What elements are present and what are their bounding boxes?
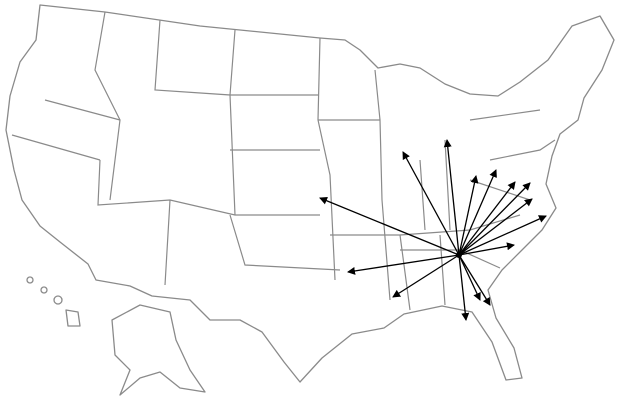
arrow	[458, 181, 516, 256]
state-borders	[11, 11, 556, 311]
arrow	[458, 198, 533, 256]
arrow	[458, 215, 547, 256]
arrow	[458, 254, 481, 301]
arrow	[458, 169, 497, 256]
arrow	[458, 242, 515, 256]
arrow	[458, 175, 479, 256]
arrow	[319, 196, 460, 256]
arrow	[458, 254, 470, 321]
arrow	[402, 151, 460, 256]
hawaii	[26, 276, 81, 327]
arrow	[458, 182, 531, 256]
us-outline	[5, 4, 615, 383]
arrow	[347, 254, 460, 275]
arrows	[319, 139, 547, 321]
arrow	[443, 139, 460, 256]
arrow	[458, 254, 491, 306]
arrow	[392, 254, 460, 298]
alaska	[111, 304, 206, 396]
